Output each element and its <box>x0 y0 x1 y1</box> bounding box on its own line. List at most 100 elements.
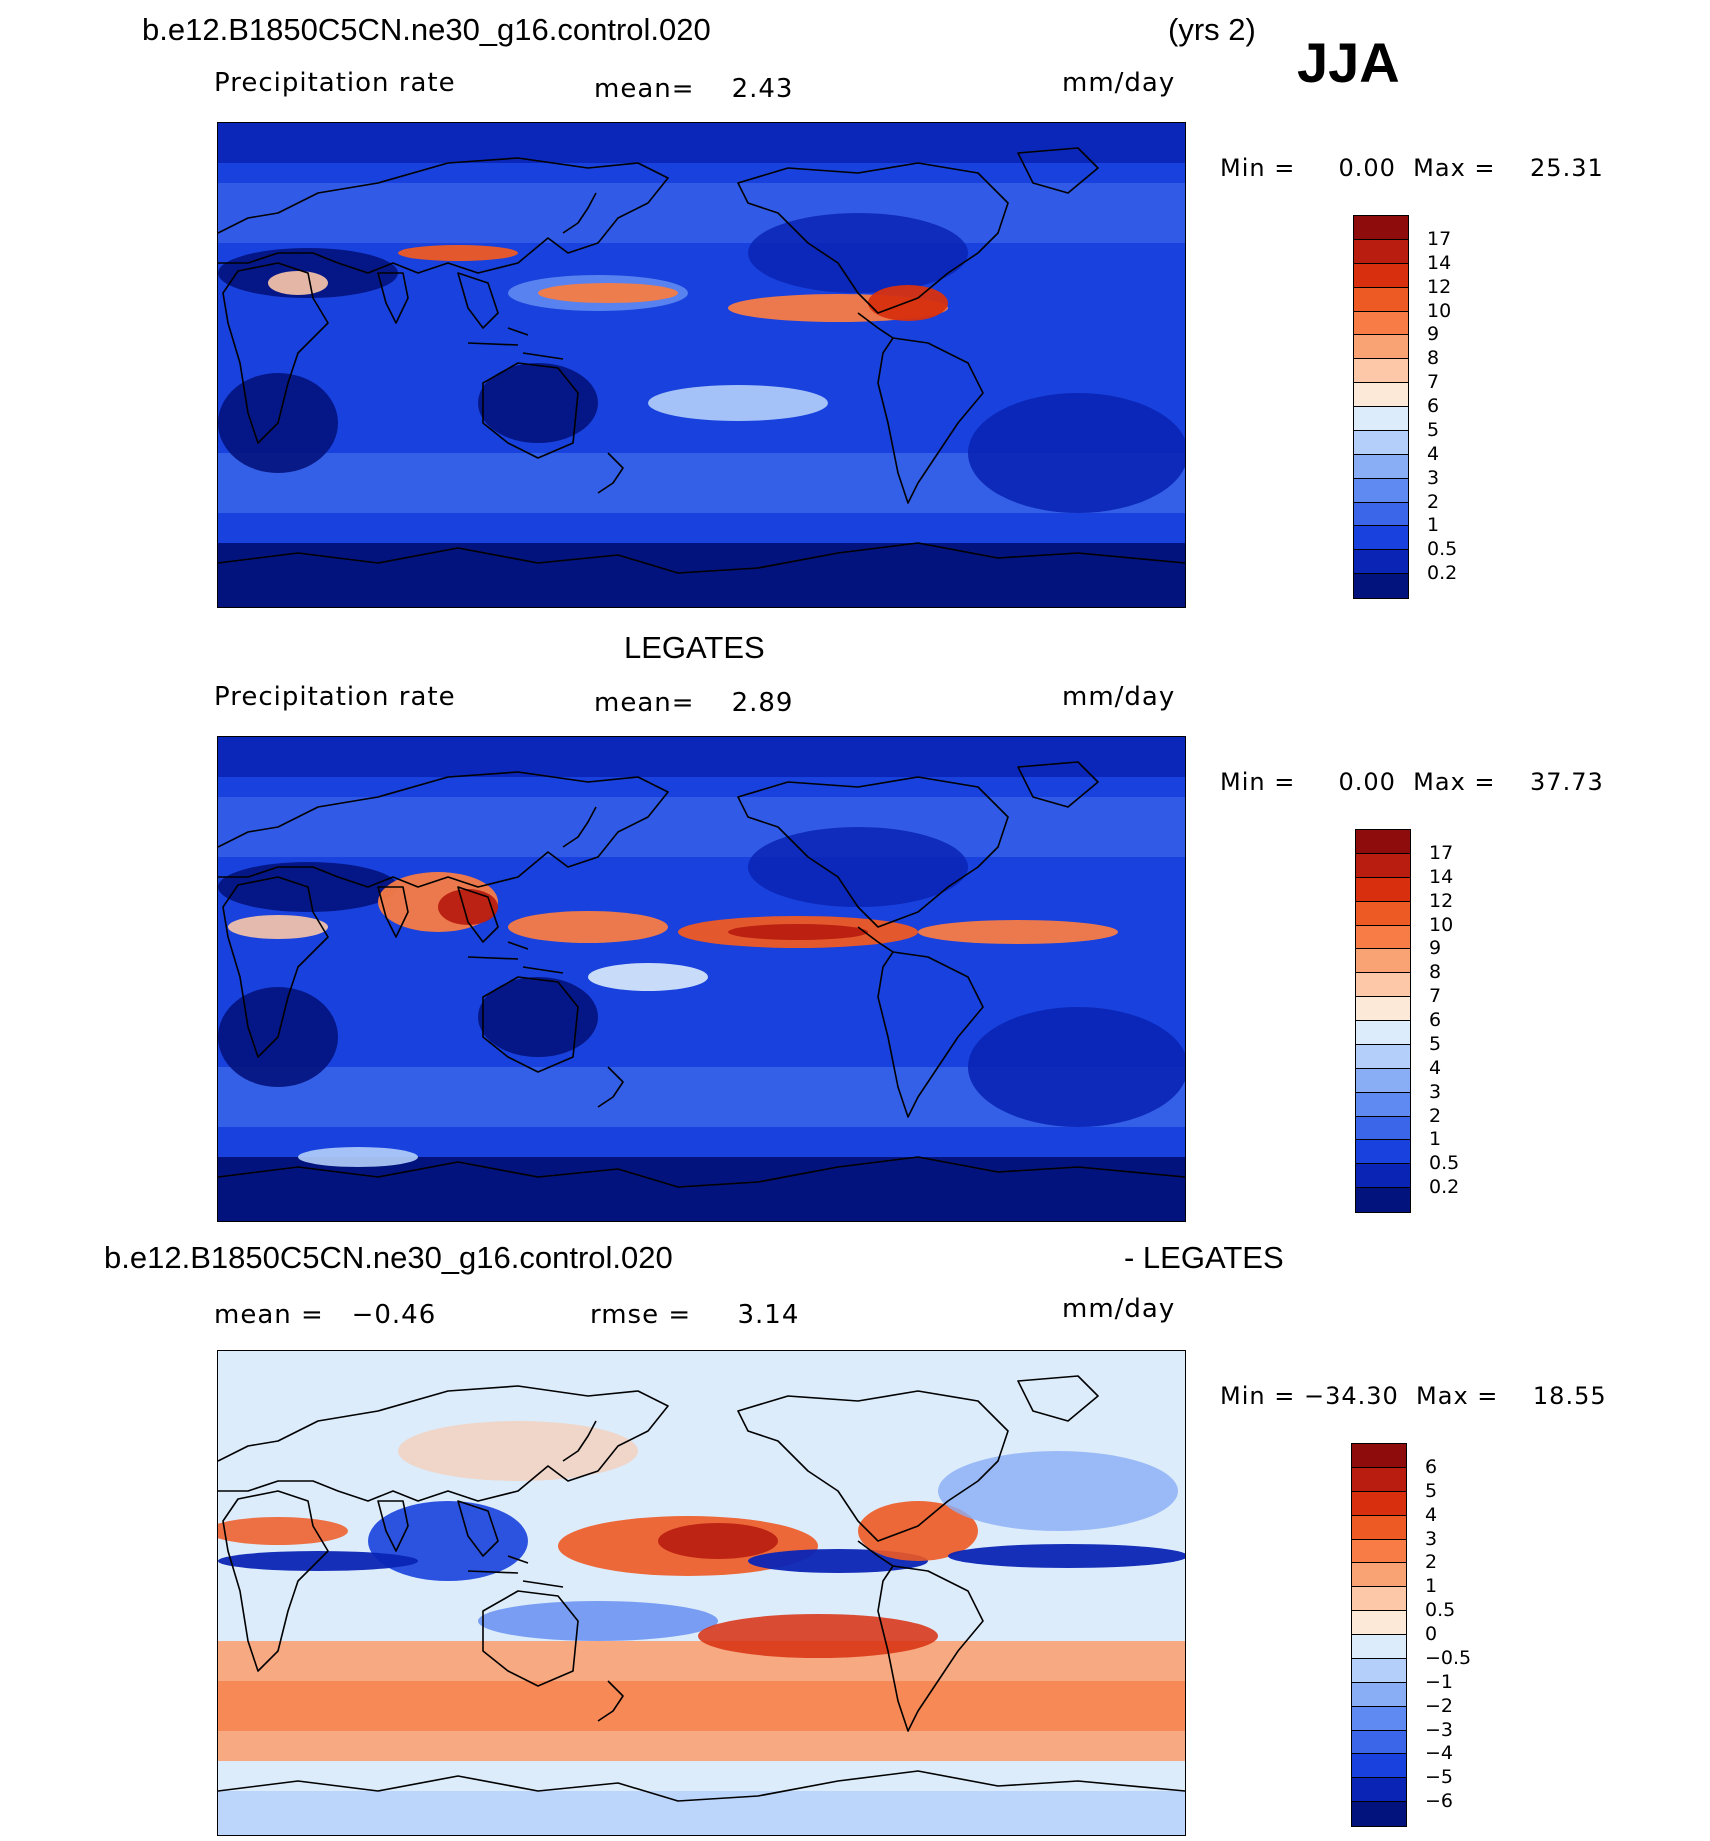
colorbar-label: 0.5 <box>1427 538 1458 561</box>
colorbar-cell <box>1356 1140 1410 1165</box>
season-label: JJA <box>1297 31 1400 94</box>
colorbar-label: 5 <box>1429 1032 1442 1055</box>
colorbar-cell <box>1352 1635 1406 1659</box>
colorbar-cell <box>1354 454 1408 479</box>
panel3-rmse: rmse = 3.14 <box>590 1300 800 1330</box>
colorbar-cell <box>1352 1539 1406 1564</box>
colorbar-label: 4 <box>1425 1503 1438 1526</box>
colorbar-label: 3 <box>1429 1080 1442 1103</box>
colorbar-label: 4 <box>1429 1056 1442 1079</box>
colorbar-label: 0.2 <box>1429 1176 1460 1199</box>
panel1-variable: Precipitation rate <box>214 68 456 98</box>
colorbar-cell <box>1356 1116 1410 1141</box>
colorbar-label: 6 <box>1427 395 1440 417</box>
colorbar-label: 1 <box>1427 514 1440 537</box>
colorbar-label: 2 <box>1429 1104 1442 1127</box>
colorbar-label: 2 <box>1425 1551 1438 1574</box>
colorbar-label: 6 <box>1429 1009 1442 1031</box>
colorbar-cell <box>1354 526 1408 551</box>
colorbar-label: −2 <box>1425 1694 1454 1717</box>
colorbar-label: 10 <box>1429 913 1454 936</box>
colorbar-cell <box>1352 1444 1406 1468</box>
colorbar-cell <box>1356 877 1410 902</box>
colorbar-cell <box>1354 478 1408 503</box>
colorbar-label: 17 <box>1429 841 1454 864</box>
colorbar-label: 9 <box>1429 937 1442 960</box>
colorbar-cell <box>1354 359 1408 384</box>
colorbar-cell <box>1354 407 1408 431</box>
colorbar-cell <box>1352 1658 1406 1683</box>
colorbar-cell <box>1352 1802 1406 1826</box>
years-label: (yrs 2) <box>1168 12 1256 47</box>
colorbar-cell <box>1352 1706 1406 1731</box>
panel3-mean: mean = −0.46 <box>214 1300 437 1330</box>
colorbar-cell <box>1354 430 1408 455</box>
model-colorbar-labels: 17 14 12 10 9 8 7 6 5 4 3 2 1 0.5 0.2 <box>1427 215 1507 597</box>
colorbar-cell <box>1354 335 1408 360</box>
colorbar-cell <box>1354 239 1408 264</box>
obs-colorbar-labels: 17 14 12 10 9 8 7 6 5 4 3 2 1 0.5 0.2 <box>1429 829 1509 1211</box>
colorbar-cell <box>1356 901 1410 926</box>
colorbar-label: 3 <box>1425 1527 1438 1550</box>
colorbar-label: 1 <box>1429 1128 1442 1151</box>
difference-colorbar-labels: 6 5 4 3 2 1 0.5 0 −0.5 −1 −2 −3 −4 −5 −6 <box>1425 1443 1515 1825</box>
colorbar-cell <box>1356 1068 1410 1093</box>
colorbar-cell <box>1356 1044 1410 1069</box>
colorbar-label: 0.5 <box>1429 1152 1460 1175</box>
colorbar-label: 3 <box>1427 466 1440 489</box>
colorbar-cell <box>1354 311 1408 336</box>
colorbar-cell <box>1352 1778 1406 1803</box>
colorbar-label: 2 <box>1427 490 1440 513</box>
difference-colorbar <box>1351 1443 1407 1827</box>
colorbar-cell <box>1356 949 1410 974</box>
colorbar-label: 7 <box>1427 371 1440 394</box>
colorbar-cell <box>1356 830 1410 854</box>
obs-colorbar <box>1355 829 1411 1213</box>
colorbar-label: 0.2 <box>1427 562 1458 585</box>
panel2-variable: Precipitation rate <box>214 682 456 712</box>
colorbar-label: −4 <box>1425 1742 1454 1765</box>
colorbar-cell <box>1352 1611 1406 1635</box>
panel3-units: mm/day <box>1062 1294 1176 1324</box>
colorbar-cell <box>1354 574 1408 598</box>
colorbar-label: 8 <box>1429 961 1442 984</box>
panel1-mean: mean= 2.43 <box>594 74 794 104</box>
colorbar-label: 17 <box>1427 227 1452 250</box>
colorbar-label: 5 <box>1425 1479 1438 1502</box>
obs-precip-map <box>217 736 1186 1222</box>
panel1-minmax: Min = 0.00 Max = 25.31 <box>1220 154 1604 182</box>
colorbar-label: 6 <box>1425 1455 1438 1478</box>
colorbar-cell <box>1352 1682 1406 1707</box>
panel3-title-left: b.e12.B1850C5CN.ne30_g16.control.020 <box>104 1240 673 1275</box>
colorbar-cell <box>1354 550 1408 575</box>
colorbar-cell <box>1352 1467 1406 1492</box>
panel3-minmax: Min = −34.30 Max = 18.55 <box>1220 1382 1607 1410</box>
colorbar-cell <box>1356 1164 1410 1189</box>
panel3-title-right: - LEGATES <box>1124 1240 1284 1275</box>
colorbar-label: 0 <box>1425 1623 1438 1645</box>
panel2-minmax: Min = 0.00 Max = 37.73 <box>1220 768 1604 796</box>
colorbar-label: −0.5 <box>1425 1646 1472 1669</box>
model-precip-map <box>217 122 1186 608</box>
colorbar-cell <box>1356 1021 1410 1045</box>
colorbar-cell <box>1356 1188 1410 1212</box>
difference-map <box>217 1350 1186 1836</box>
colorbar-label: 9 <box>1427 323 1440 346</box>
colorbar-cell <box>1354 216 1408 240</box>
colorbar-cell <box>1356 997 1410 1021</box>
colorbar-cell <box>1356 925 1410 950</box>
colorbar-label: −3 <box>1425 1718 1454 1741</box>
colorbar-cell <box>1352 1754 1406 1779</box>
colorbar-label: 4 <box>1427 442 1440 465</box>
colorbar-cell <box>1352 1730 1406 1755</box>
panel1-units: mm/day <box>1062 68 1176 98</box>
panel2-units: mm/day <box>1062 682 1176 712</box>
colorbar-cell <box>1356 1092 1410 1117</box>
colorbar-cell <box>1352 1587 1406 1612</box>
colorbar-label: 12 <box>1427 275 1452 298</box>
colorbar-label: −1 <box>1425 1670 1454 1693</box>
panel2-title: LEGATES <box>624 630 765 665</box>
case-title: b.e12.B1850C5CN.ne30_g16.control.020 <box>142 12 711 47</box>
colorbar-cell <box>1354 502 1408 527</box>
panel2-mean: mean= 2.89 <box>594 688 794 718</box>
